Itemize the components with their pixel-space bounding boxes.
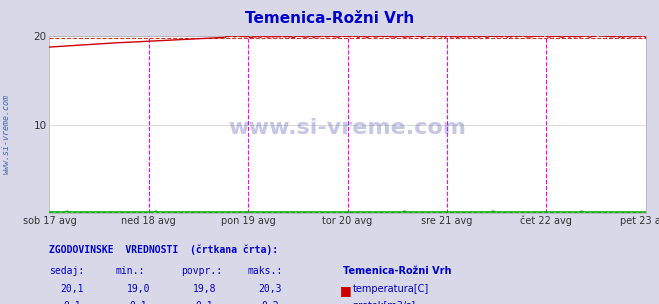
Text: 20,1: 20,1 (61, 284, 84, 294)
Text: Temenica-Rožni Vrh: Temenica-Rožni Vrh (245, 11, 414, 26)
Text: www.si-vreme.com: www.si-vreme.com (229, 118, 467, 138)
Text: povpr.:: povpr.: (181, 266, 222, 276)
Text: temperatura[C]: temperatura[C] (353, 284, 429, 294)
Text: ZGODOVINSKE  VREDNOSTI  (črtkana črta):: ZGODOVINSKE VREDNOSTI (črtkana črta): (49, 245, 279, 255)
Text: sedaj:: sedaj: (49, 266, 84, 276)
Text: min.:: min.: (115, 266, 145, 276)
Text: 19,0: 19,0 (127, 284, 150, 294)
Text: 0,1: 0,1 (130, 301, 147, 304)
Text: 20,3: 20,3 (258, 284, 282, 294)
Text: 19,8: 19,8 (192, 284, 216, 294)
Text: 0,2: 0,2 (262, 301, 279, 304)
Text: maks.:: maks.: (247, 266, 282, 276)
Text: pretok[m3/s]: pretok[m3/s] (353, 301, 416, 304)
Text: 0,1: 0,1 (64, 301, 81, 304)
Text: ■: ■ (339, 301, 351, 304)
Text: ■: ■ (339, 284, 351, 297)
Text: www.si-vreme.com: www.si-vreme.com (2, 94, 11, 174)
Text: 0,1: 0,1 (196, 301, 213, 304)
Text: Temenica-Rožni Vrh: Temenica-Rožni Vrh (343, 266, 451, 276)
